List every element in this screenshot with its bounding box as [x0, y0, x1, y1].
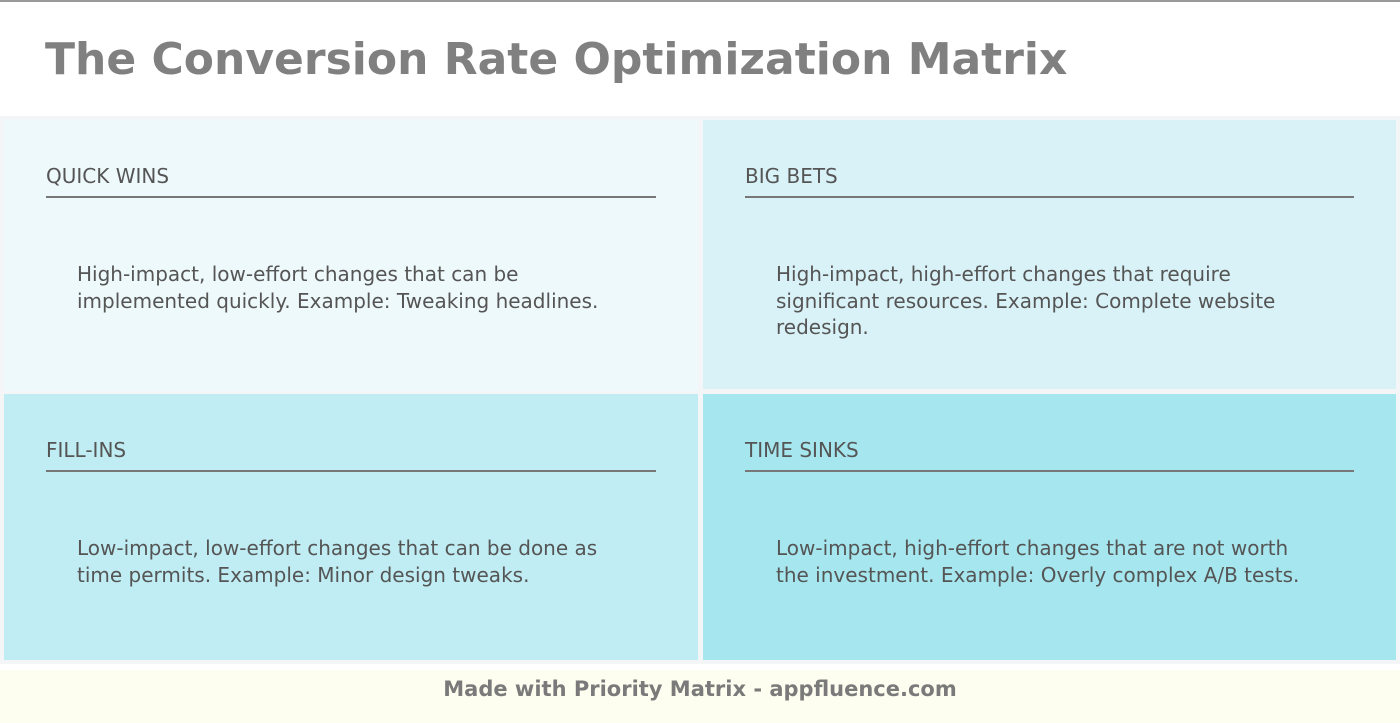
- matrix: QUICK WINS High-impact, low-effort chang…: [0, 116, 1400, 664]
- quadrant-description: High-impact, high-effort changes that re…: [776, 262, 1276, 339]
- quadrant-description: High-impact, low-effort changes that can…: [77, 262, 599, 313]
- page-title: The Conversion Rate Optimization Matrix: [45, 34, 1068, 85]
- quadrant-heading: FILL-INS: [46, 438, 656, 472]
- quadrant-description: Low-impact, high-effort changes that are…: [776, 536, 1300, 587]
- quadrant-big-bets: BIG BETS High-impact, high-effort change…: [703, 120, 1396, 389]
- footer-credit: Made with Priority Matrix - appfluence.c…: [0, 670, 1400, 723]
- quadrant-description: Low-impact, low-effort changes that can …: [77, 536, 598, 587]
- quadrant-heading: TIME SINKS: [745, 438, 1354, 472]
- quadrant-time-sinks: TIME SINKS Low-impact, high-effort chang…: [703, 394, 1396, 660]
- quadrant-heading: QUICK WINS: [46, 164, 656, 198]
- quadrant-heading: BIG BETS: [745, 164, 1354, 198]
- quadrant-fill-ins: FILL-INS Low-impact, low-effort changes …: [4, 394, 698, 660]
- quadrant-quick-wins: QUICK WINS High-impact, low-effort chang…: [4, 120, 698, 391]
